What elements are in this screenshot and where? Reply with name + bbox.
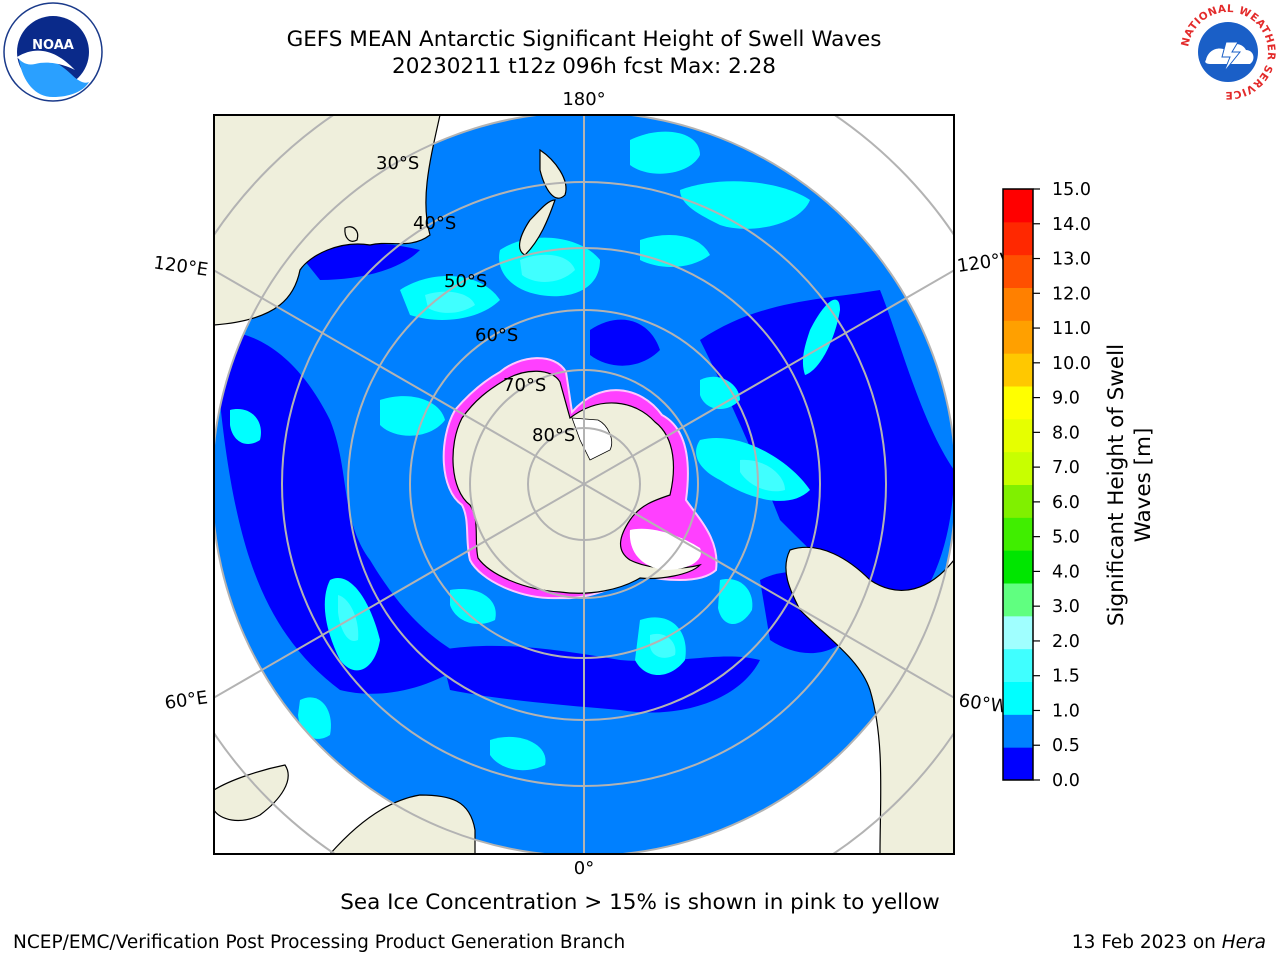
colorbar-segment [1003, 353, 1033, 387]
chart-title: GEFS MEAN Antarctic Significant Height o… [286, 27, 882, 52]
footer-date: 13 Feb 2023 on Hera [1072, 932, 1266, 953]
lat-label-60s: 60°S [475, 325, 518, 346]
svg-text:NOAA: NOAA [32, 38, 74, 53]
colorbar-segment [1003, 287, 1033, 321]
lon-label-180: 180° [562, 89, 605, 110]
colorbar-segment [1003, 615, 1033, 650]
lon-label-120e: 120°E [152, 252, 209, 280]
colorbar-segment [1003, 583, 1033, 617]
colorbar-tick-label: 9.0 [1052, 389, 1080, 409]
colorbar-segment [1003, 714, 1033, 748]
noaa-logo: NOAA [3, 2, 103, 102]
colorbar-label-line1: Significant Height of Swell [1104, 344, 1129, 626]
colorbar-tick-label: 15.0 [1052, 180, 1091, 200]
national-weather-service-logo: NATIONAL WEATHER SERVICE [1179, 3, 1276, 101]
colorbar-tick-label: 3.0 [1052, 597, 1080, 617]
chart-subtitle: 20230211 t12z 096h fcst Max: 2.28 [392, 54, 776, 79]
sea-ice-caption: Sea Ice Concentration > 15% is shown in … [340, 890, 940, 915]
footer-host: Hera [1221, 932, 1266, 953]
colorbar-tick-label: 11.0 [1052, 319, 1091, 339]
colorbar-segment [1003, 418, 1033, 453]
colorbar-tick-label: 13.0 [1052, 250, 1091, 270]
colorbar-segment [1003, 451, 1033, 485]
colorbar-segment [1003, 189, 1033, 223]
colorbar-tick-label: 1.0 [1052, 701, 1080, 721]
swell-1.5-2.0-region [338, 254, 785, 658]
lat-label-80s: 80°S [532, 425, 575, 446]
colorbar-segment [1003, 648, 1033, 682]
colorbar-segment [1003, 484, 1033, 518]
colorbar-segment [1003, 320, 1033, 354]
colorbar-tick-label: 1.5 [1052, 667, 1080, 687]
lat-label-70s: 70°S [503, 375, 546, 396]
colorbar-label-line2: Waves [m] [1131, 428, 1156, 543]
colorbar-ticks: 0.0 0.5 1.0 1.5 2.0 3.0 4.0 5.0 6.0 7.0 8.0 9.0 10.0… [1033, 180, 1091, 791]
colorbar-tick-label: 5.0 [1052, 528, 1080, 548]
map-frame [213, 114, 955, 855]
lon-label-60w: 60°W [957, 690, 1009, 718]
colorbar-segment [1003, 550, 1033, 584]
colorbar-segment [1003, 221, 1033, 256]
colorbar-segment [1003, 517, 1033, 551]
colorbar-tick-label: 6.0 [1052, 493, 1080, 513]
colorbar-segment [1003, 386, 1033, 420]
lon-label-0: 0° [574, 858, 594, 879]
lat-label-40s: 40°S [413, 213, 456, 234]
colorbar-tick-label: 0.0 [1052, 771, 1080, 791]
colorbar-segment [1003, 254, 1033, 288]
colorbar-segment [1003, 747, 1033, 781]
antarctica-land [452, 370, 702, 594]
colorbar-tick-label: 14.0 [1052, 215, 1091, 235]
lat-label-30s: 30°S [376, 153, 419, 174]
colorbar-segment [1003, 681, 1033, 715]
lon-label-60e: 60°E [163, 687, 209, 714]
colorbar-tick-label: 7.0 [1052, 458, 1080, 478]
colorbar-tick-label: 2.0 [1052, 632, 1080, 652]
lat-label-50s: 50°S [444, 271, 487, 292]
colorbar-tick-label: 10.0 [1052, 354, 1091, 374]
colorbar-tick-label: 4.0 [1052, 562, 1080, 582]
footer-date-text: 13 Feb 2023 on [1071, 932, 1222, 953]
colorbar-tick-label: 0.5 [1052, 736, 1080, 756]
colorbar-tick-label: 12.0 [1052, 284, 1091, 304]
colorbar-tick-label: 8.0 [1052, 423, 1080, 443]
colorbar [1002, 188, 1034, 781]
footer-credit: NCEP/EMC/Verification Post Processing Pr… [13, 932, 626, 953]
graticule [214, 115, 954, 854]
colorbar-frame [1002, 188, 1034, 781]
